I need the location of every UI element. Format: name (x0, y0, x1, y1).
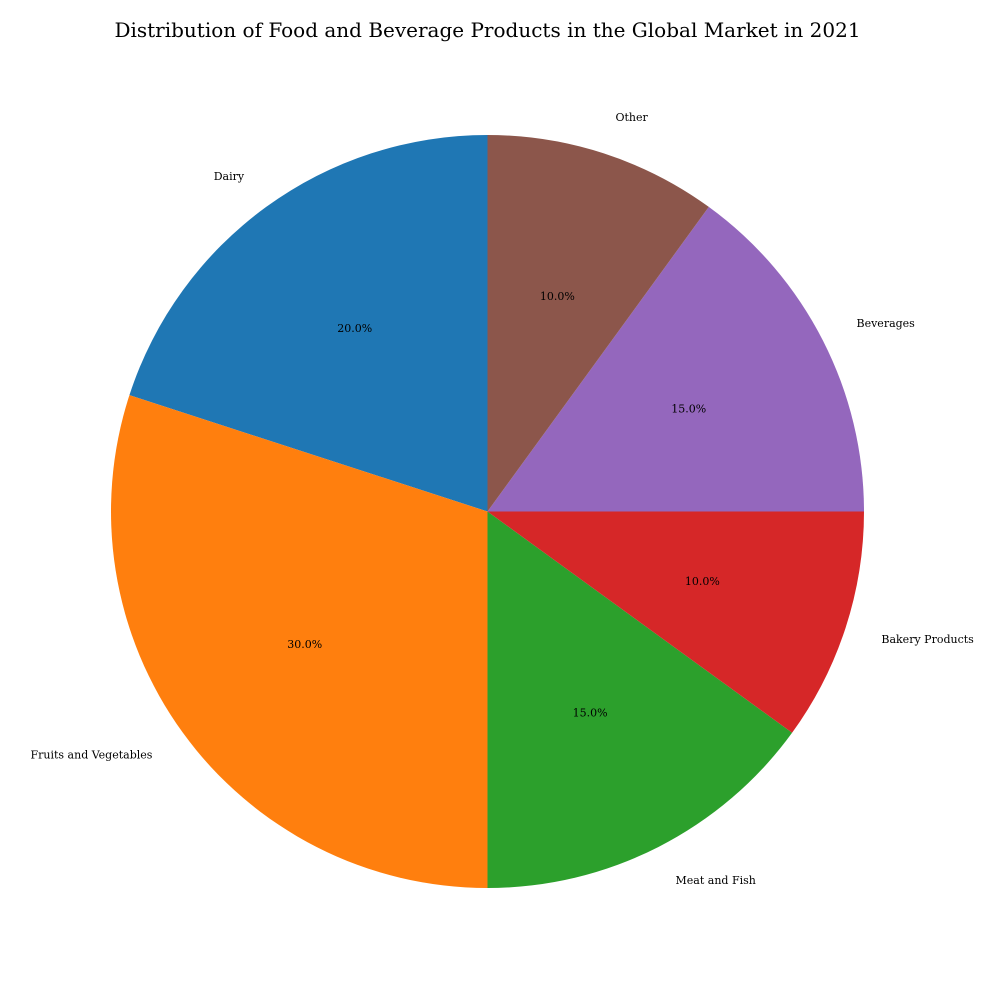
pie-category-label-bakery-products: Bakery Products (881, 633, 974, 646)
pie-category-label-fruits-and-vegetables: Fruits and Vegetables (31, 748, 153, 761)
pie-value-label-dairy: 20.0% (337, 322, 372, 335)
pie-value-label-meat-and-fish: 15.0% (573, 706, 608, 719)
pie-value-label-bakery-products: 10.0% (685, 575, 720, 588)
pie-slices (110, 135, 864, 888)
pie-labels: 20.0% Dairy 30.0% Fruits and Vegetables 15.0… (31, 111, 975, 887)
pie-category-label-beverages: Beverages (857, 317, 916, 330)
pie-value-label-fruits-and-vegetables: 30.0% (287, 638, 322, 651)
pie-category-label-meat-and-fish: Meat and Fish (676, 874, 756, 887)
pie-slice-beverages (487, 206, 864, 512)
pie-slice-meat-and-fish (487, 511, 793, 888)
pie-value-label-other: 10.0% (540, 290, 575, 303)
pie-slice-dairy (129, 135, 488, 512)
pie-category-label-other: Other (615, 111, 648, 124)
pie-slice-bakery-products (487, 511, 864, 733)
pie-slice-other (487, 135, 709, 512)
pie-value-label-beverages: 15.0% (671, 402, 706, 415)
pie-category-label-dairy: Dairy (214, 170, 245, 183)
pie-slice-fruits-and-vegetables (110, 395, 488, 888)
chart-title: Distribution of Food and Beverage Produc… (114, 18, 861, 42)
